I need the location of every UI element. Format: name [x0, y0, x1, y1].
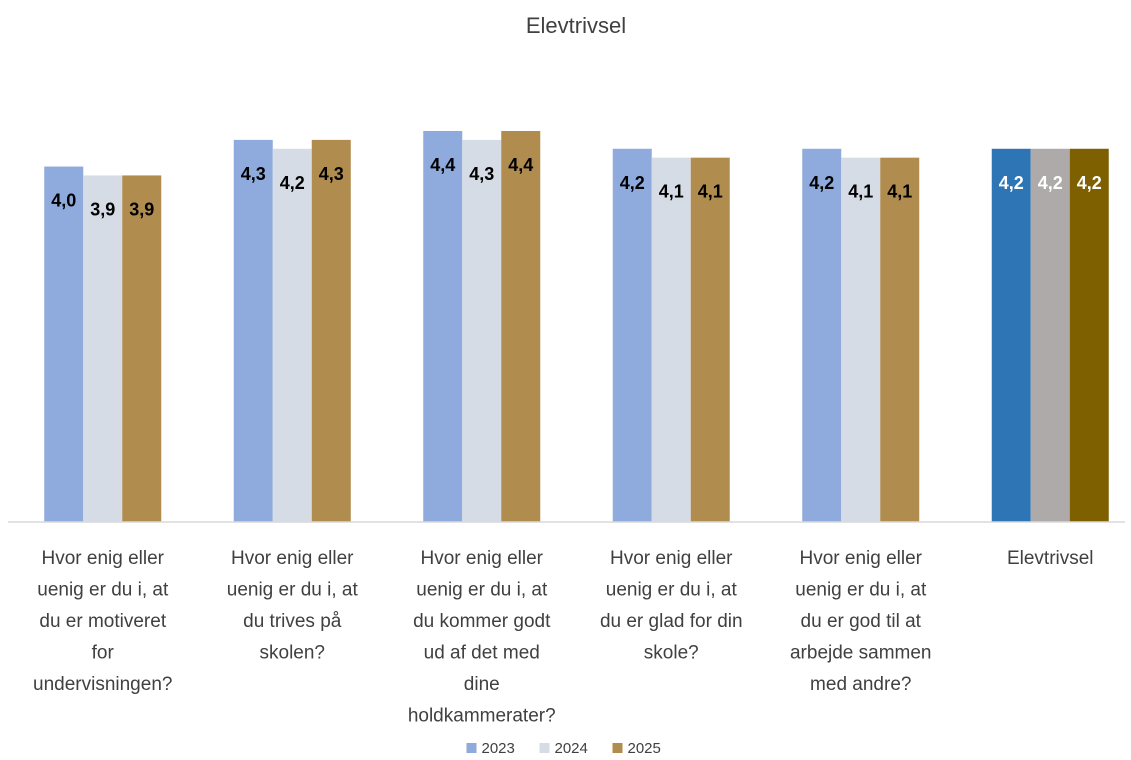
- bar-2023-cat-1: [44, 166, 84, 522]
- category-label-6: Elevtrivsel: [1007, 548, 1094, 569]
- data-label-2025-cat-4: 4,1: [698, 182, 723, 202]
- bar-2024-cat-5: [841, 157, 881, 522]
- bar-2025-cat-2: [311, 139, 351, 523]
- category-label-1: Hvor enig eller uenig er du i, at du er mo…: [33, 548, 172, 695]
- bar-2025-cat-3: [501, 131, 541, 522]
- data-label-2024-cat-5: 4,1: [848, 182, 873, 202]
- bar-2023-cat-6: [991, 148, 1031, 523]
- data-label-2023-cat-2: 4,3: [241, 164, 266, 184]
- data-label-2023-cat-6: 4,2: [999, 173, 1024, 193]
- data-label-2025-cat-6: 4,2: [1077, 173, 1102, 193]
- bar-2024-cat-1: [83, 175, 123, 522]
- legend-swatch-2023: [466, 743, 477, 753]
- legend-label-2025: 2025: [628, 740, 661, 757]
- data-label-2024-cat-1: 3,9: [90, 199, 115, 219]
- bars-layer: [44, 131, 1109, 523]
- category-label-4: Hvor enig eller uenig er du i, at du er gl…: [600, 548, 743, 664]
- bar-2025-cat-6: [1069, 148, 1109, 523]
- data-label-2025-cat-2: 4,3: [319, 164, 344, 184]
- legend-label-2024: 2024: [555, 740, 588, 757]
- bar-2024-cat-6: [1030, 148, 1070, 523]
- bar-2024-cat-3: [462, 139, 502, 523]
- bar-2024-cat-4: [651, 157, 691, 522]
- legend-swatch-2024: [539, 743, 550, 753]
- bar-2023-cat-2: [233, 139, 273, 523]
- data-label-2025-cat-3: 4,4: [508, 155, 533, 175]
- category-labels-layer: Hvor enig eller uenig er du i, at du er mo…: [33, 548, 1094, 727]
- category-label-3: Hvor enig eller uenig er du i, at du komme…: [408, 548, 556, 727]
- bar-2025-cat-1: [122, 175, 162, 522]
- category-label-2: Hvor enig eller uenig er du i, at du trive…: [227, 548, 359, 664]
- data-label-2023-cat-1: 4,0: [51, 191, 76, 211]
- category-label-5: Hvor enig eller uenig er du i, at du er go…: [790, 548, 932, 695]
- data-label-2024-cat-6: 4,2: [1038, 173, 1063, 193]
- bar-2025-cat-5: [880, 157, 920, 522]
- data-label-2023-cat-5: 4,2: [809, 173, 834, 193]
- data-label-2024-cat-3: 4,3: [469, 164, 494, 184]
- legend-swatch-2025: [612, 743, 623, 753]
- bar-2023-cat-4: [612, 148, 652, 523]
- chart-title: Elevtrivsel: [526, 13, 626, 38]
- bar-2025-cat-4: [690, 157, 730, 522]
- bar-2023-cat-3: [423, 131, 463, 522]
- data-label-2025-cat-1: 3,9: [129, 199, 154, 219]
- legend-label-2023: 2023: [482, 740, 515, 757]
- data-label-2024-cat-2: 4,2: [280, 173, 305, 193]
- data-label-2025-cat-5: 4,1: [887, 182, 912, 202]
- data-label-2024-cat-4: 4,1: [659, 182, 684, 202]
- data-labels-layer: 4,0 3,9 3,9 4,3 4,2 4,3 4,4 4,3 4,4 4,2 4,1 4,1 4,2 4…: [51, 155, 1102, 219]
- data-label-2023-cat-4: 4,2: [620, 173, 645, 193]
- bar-2024-cat-2: [272, 148, 312, 523]
- bar-2023-cat-5: [802, 148, 842, 523]
- legend: 2023 2024 2025: [466, 740, 661, 757]
- data-label-2023-cat-3: 4,4: [430, 155, 455, 175]
